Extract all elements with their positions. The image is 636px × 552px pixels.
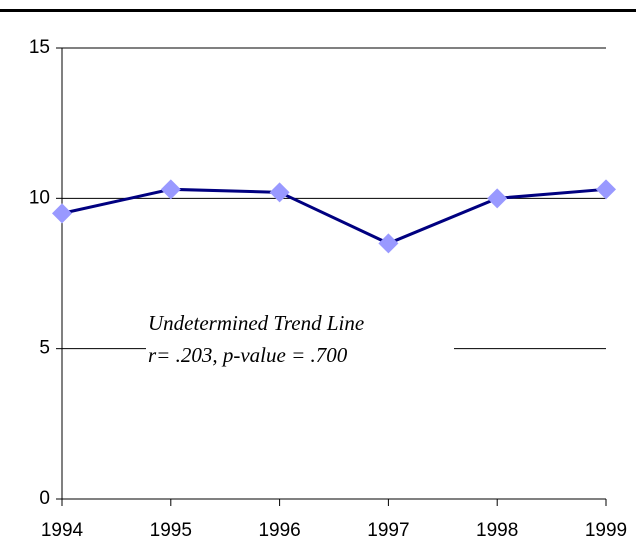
y-tick-label: 10 — [29, 187, 50, 208]
marker — [160, 179, 181, 200]
y-tick-label: 15 — [29, 37, 50, 58]
top-rule — [0, 9, 636, 12]
annotation-box — [146, 305, 454, 375]
x-tick-label: 1996 — [258, 520, 300, 541]
x-tick-label: 1998 — [476, 520, 518, 541]
y-tick-label: 5 — [39, 338, 50, 359]
x-tick-label: 1994 — [41, 520, 84, 541]
marker — [596, 179, 616, 200]
annotation: r= .203, p-value = .700 — [148, 343, 348, 367]
data-line — [61, 187, 607, 246]
y-tick-label: 0 — [39, 488, 50, 509]
marker — [487, 188, 508, 209]
annotation: Undetermined Trend Line — [148, 311, 364, 335]
x-tick-label: 1997 — [367, 520, 409, 541]
marker — [378, 233, 399, 254]
marker — [52, 203, 72, 224]
marker — [269, 182, 290, 203]
x-tick-label: 1999 — [585, 520, 627, 541]
x-tick-label: 1995 — [150, 520, 192, 541]
